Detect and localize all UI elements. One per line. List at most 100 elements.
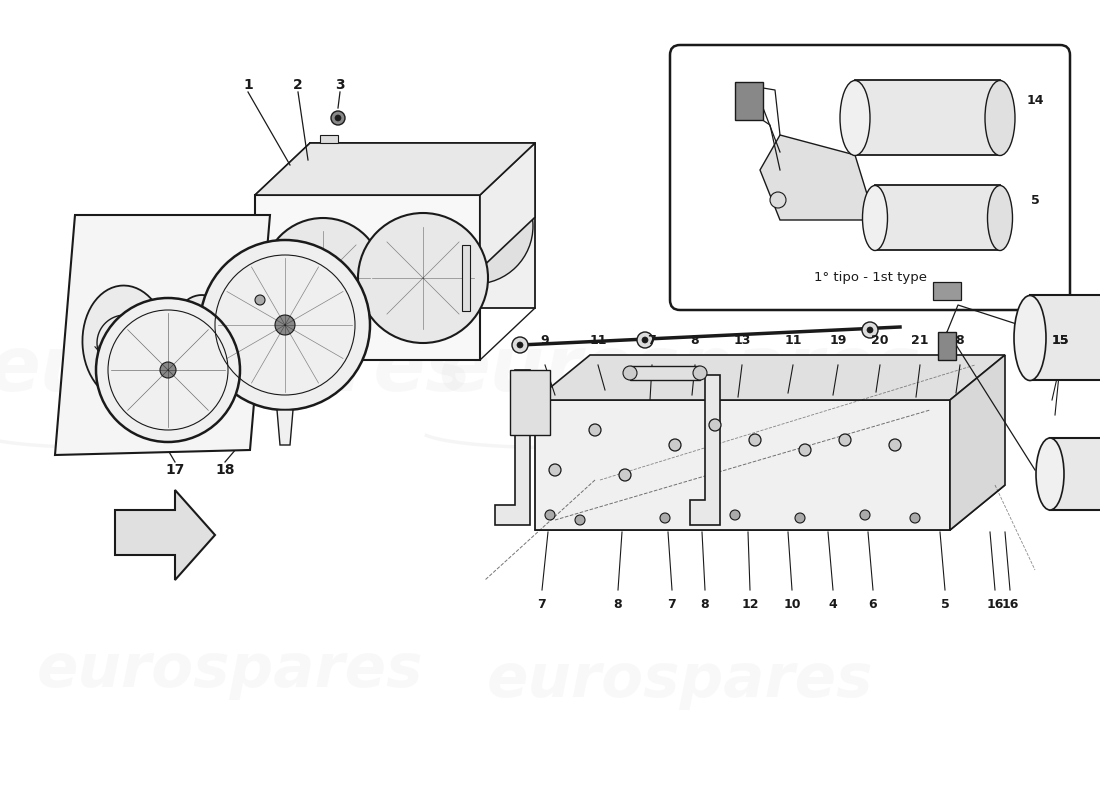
Polygon shape <box>950 355 1005 530</box>
Text: 6: 6 <box>869 598 878 611</box>
Bar <box>1050 438 1100 510</box>
Bar <box>630 366 700 380</box>
Circle shape <box>96 298 240 442</box>
Circle shape <box>544 510 556 520</box>
Circle shape <box>588 424 601 436</box>
Ellipse shape <box>1014 295 1046 381</box>
Text: 8: 8 <box>614 598 623 611</box>
Text: 14: 14 <box>1026 94 1044 106</box>
Polygon shape <box>255 143 535 195</box>
Circle shape <box>642 337 648 343</box>
Circle shape <box>575 515 585 525</box>
Circle shape <box>263 218 383 338</box>
Text: eurospares: eurospares <box>439 333 922 407</box>
Circle shape <box>710 419 720 431</box>
Polygon shape <box>480 143 535 270</box>
Ellipse shape <box>82 286 167 401</box>
Circle shape <box>255 295 265 305</box>
Circle shape <box>889 439 901 451</box>
Bar <box>933 282 961 300</box>
Text: eurospares: eurospares <box>486 650 873 710</box>
Text: 5: 5 <box>940 598 949 611</box>
Circle shape <box>730 510 740 520</box>
Text: 10: 10 <box>783 598 801 611</box>
Text: 11: 11 <box>590 334 607 346</box>
Polygon shape <box>495 370 530 525</box>
Text: 2: 2 <box>293 78 303 92</box>
Circle shape <box>660 513 670 523</box>
Circle shape <box>867 327 873 333</box>
Ellipse shape <box>862 186 888 250</box>
Circle shape <box>336 115 341 121</box>
Circle shape <box>637 332 653 348</box>
Bar <box>1030 295 1100 380</box>
Bar <box>874 185 1000 250</box>
FancyBboxPatch shape <box>670 45 1070 310</box>
Circle shape <box>693 366 707 380</box>
Text: 19: 19 <box>829 334 847 346</box>
Bar <box>938 332 956 360</box>
Circle shape <box>512 337 528 353</box>
Circle shape <box>860 510 870 520</box>
Polygon shape <box>535 355 1005 400</box>
Text: 3: 3 <box>336 78 344 92</box>
Polygon shape <box>55 215 270 455</box>
Text: eurospares: eurospares <box>36 641 424 699</box>
Circle shape <box>799 444 811 456</box>
Text: 15: 15 <box>1052 334 1069 346</box>
Circle shape <box>358 213 488 343</box>
Circle shape <box>549 464 561 476</box>
Text: 1° tipo - 1st type: 1° tipo - 1st type <box>814 271 926 285</box>
Ellipse shape <box>984 81 1015 155</box>
Circle shape <box>517 342 522 348</box>
Text: 5: 5 <box>1031 194 1040 206</box>
Polygon shape <box>310 143 535 308</box>
Text: 16: 16 <box>1001 598 1019 611</box>
Text: 20: 20 <box>871 334 889 346</box>
Text: 15: 15 <box>1052 334 1069 346</box>
Circle shape <box>326 174 430 278</box>
Ellipse shape <box>170 295 235 385</box>
Polygon shape <box>690 375 721 525</box>
Circle shape <box>749 434 761 446</box>
Text: 11: 11 <box>784 334 802 346</box>
Circle shape <box>275 315 295 335</box>
Bar <box>735 82 763 120</box>
Circle shape <box>619 469 631 481</box>
Ellipse shape <box>988 186 1012 250</box>
Ellipse shape <box>1036 438 1064 510</box>
Polygon shape <box>116 490 214 580</box>
Circle shape <box>200 240 370 410</box>
Circle shape <box>623 366 637 380</box>
Text: 7: 7 <box>648 334 657 346</box>
Text: 8: 8 <box>691 334 700 346</box>
Polygon shape <box>535 400 950 530</box>
Circle shape <box>795 513 805 523</box>
Text: 8: 8 <box>956 334 965 346</box>
Text: 17: 17 <box>165 463 185 477</box>
Circle shape <box>669 439 681 451</box>
Circle shape <box>862 322 878 338</box>
Bar <box>320 135 338 143</box>
Text: 7: 7 <box>668 598 676 611</box>
Text: 8: 8 <box>701 598 710 611</box>
Circle shape <box>910 513 920 523</box>
Text: 1: 1 <box>243 78 253 92</box>
Text: 13: 13 <box>734 334 750 346</box>
Circle shape <box>770 192 786 208</box>
Polygon shape <box>535 485 1005 530</box>
Polygon shape <box>255 195 480 360</box>
Bar <box>462 245 470 310</box>
Circle shape <box>839 434 851 446</box>
Text: 12: 12 <box>741 598 759 611</box>
Text: 7: 7 <box>538 598 547 611</box>
Circle shape <box>160 362 176 378</box>
Circle shape <box>331 111 345 125</box>
Bar <box>855 80 1000 155</box>
Text: 21: 21 <box>911 334 928 346</box>
Ellipse shape <box>840 81 870 155</box>
Text: 16: 16 <box>987 598 1003 611</box>
Circle shape <box>417 168 534 284</box>
Text: 4: 4 <box>828 598 837 611</box>
Polygon shape <box>277 410 293 445</box>
